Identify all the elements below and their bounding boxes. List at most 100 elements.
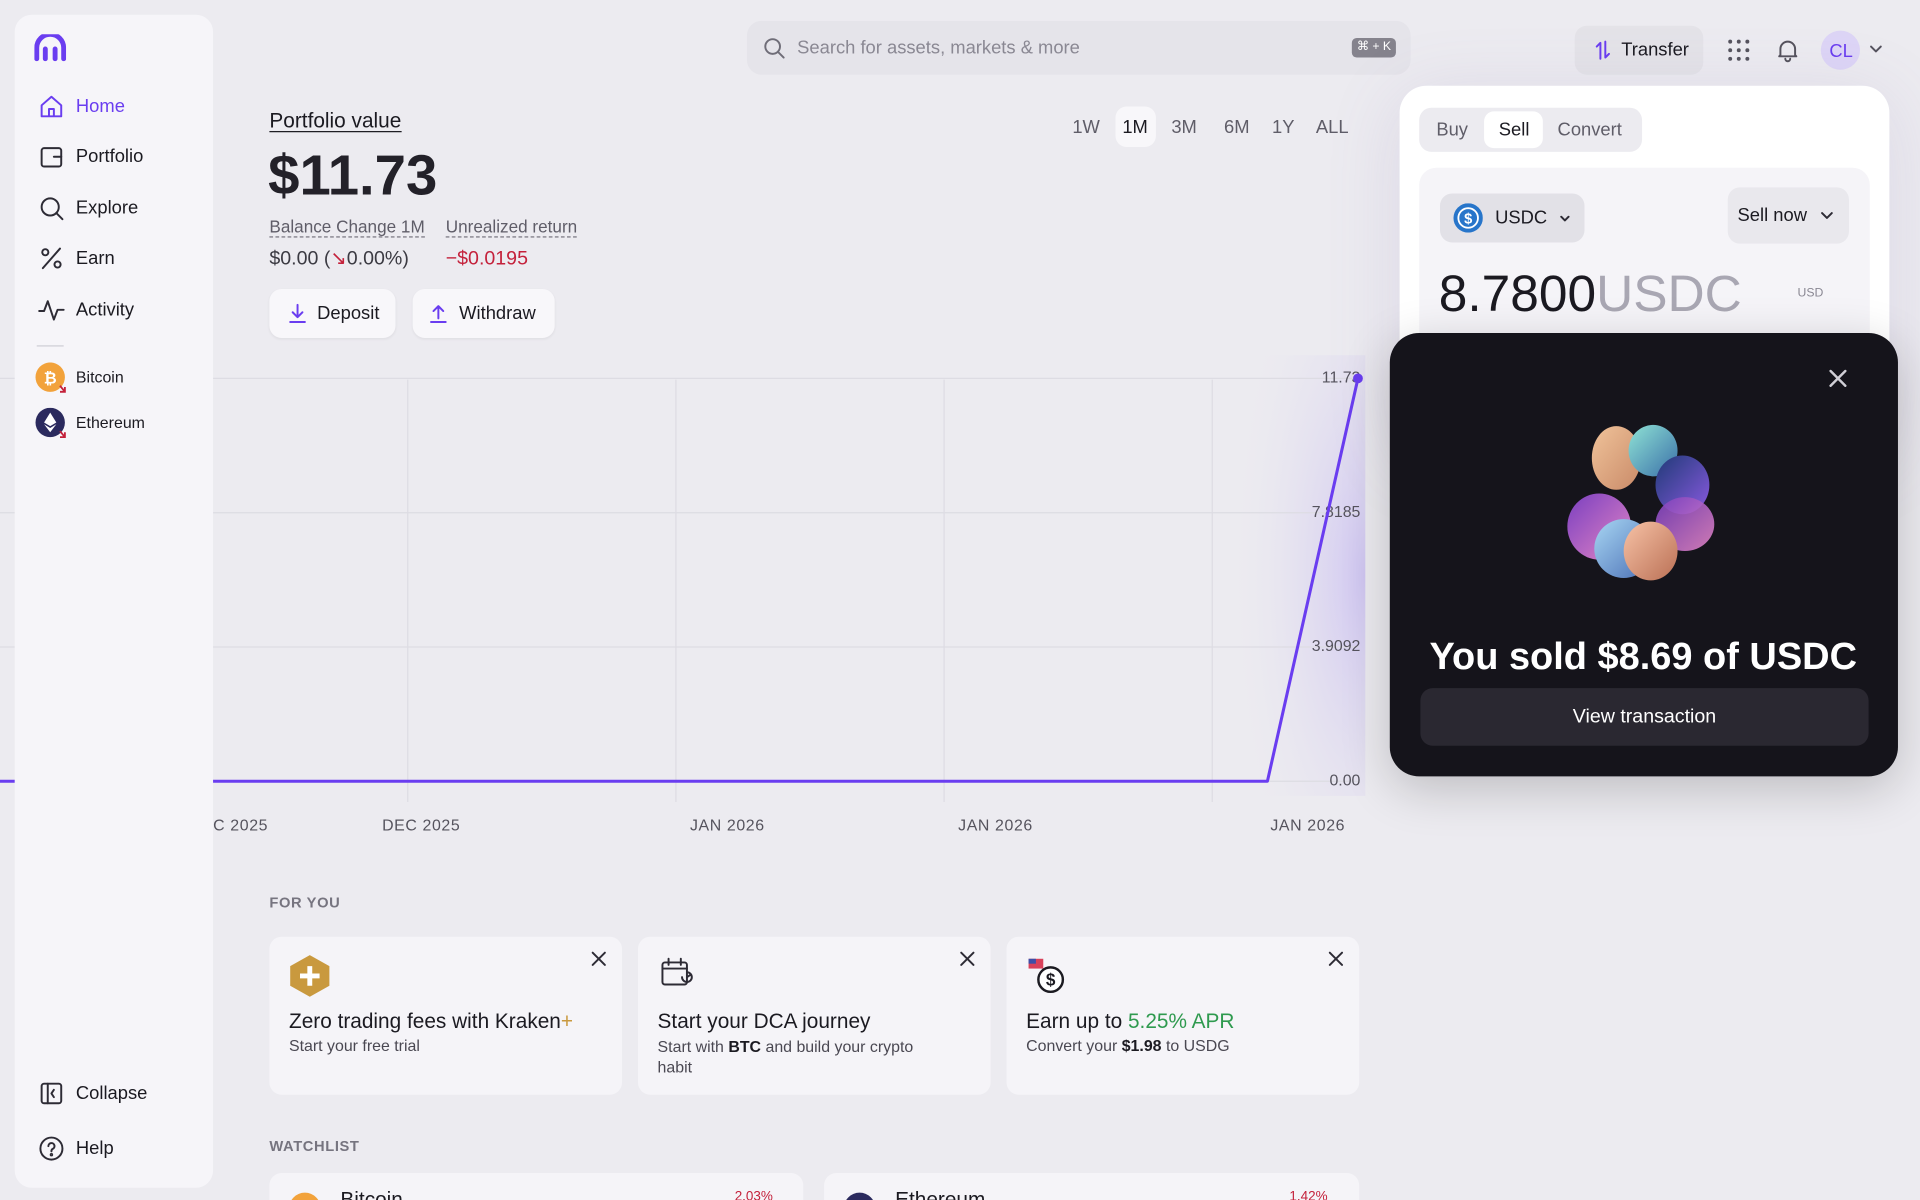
currency-toggle[interactable]: USD [1797, 286, 1824, 300]
help-button[interactable]: Help [15, 1133, 213, 1165]
amount[interactable]: 8.7800USDC [1439, 268, 1742, 319]
asset-ethereum[interactable]: Ethereum [15, 407, 213, 440]
usdc-icon: $ [1453, 203, 1483, 233]
x-tick-label: DEC 2025 [382, 818, 460, 835]
card-title-accent: + [560, 1009, 574, 1033]
promo-card[interactable]: $ Earn up to 5.25% APR Convert your $1.9… [1006, 936, 1360, 1095]
notifications-button[interactable] [1776, 38, 1800, 63]
section-title: WATCHLIST [269, 1137, 360, 1155]
card-title: Start your DCA journey [657, 1009, 871, 1033]
collapse-icon [40, 1082, 63, 1105]
balance-change-amount: $0.00 ( [269, 248, 331, 270]
amount-value: 8.7800 [1438, 264, 1597, 323]
deposit-button[interactable]: Deposit [269, 288, 396, 338]
promo-card[interactable]: Zero trading fees with Kraken+ Start you… [269, 936, 623, 1095]
chevron [1821, 212, 1833, 219]
avatar-initials: CL [1829, 41, 1853, 62]
end-point [1353, 373, 1363, 384]
avatar[interactable]: CL [1820, 30, 1860, 70]
unrealized-label: Unrealized return [445, 216, 578, 238]
range-option[interactable]: 6M [1223, 116, 1250, 138]
promo-card[interactable]: Start your DCA journey Start with BTC an… [637, 936, 991, 1095]
explore-icon [40, 197, 64, 221]
bitcoin-icon: ₿ [35, 362, 66, 393]
calendar-icon [661, 957, 693, 986]
section-title: FOR YOU [269, 893, 341, 912]
range-option[interactable]: ALL [1315, 116, 1349, 138]
help-label: Help [75, 1138, 114, 1159]
search-bar[interactable]: Search for assets, markets & more ⌘ + K [746, 20, 1411, 75]
withdraw-icon [430, 305, 447, 324]
nav-explore[interactable]: Explore [15, 192, 213, 224]
card-subtitle-text: Start with [657, 1037, 729, 1056]
transfer-button[interactable]: Transfer [1574, 25, 1704, 75]
search-icon [764, 38, 785, 59]
trade-tabs: Buy Sell Convert [1419, 107, 1643, 152]
portfolio-line [0, 378, 1360, 783]
deposit-label: Deposit [317, 303, 380, 324]
watchlist-name: Bitcoin [340, 1188, 403, 1200]
view-transaction-button[interactable]: View transaction [1420, 688, 1869, 746]
nav-label: Earn [75, 247, 115, 269]
y-tick-label: 7.8185 [1312, 504, 1361, 521]
watchlist-name: Ethereum [895, 1188, 986, 1200]
logo[interactable] [34, 34, 67, 62]
ethereum-icon [843, 1192, 876, 1200]
ethereum-icon [35, 407, 66, 439]
range-option[interactable]: 1M [1122, 116, 1148, 138]
account-menu[interactable] [1870, 45, 1882, 55]
collapse-label: Collapse [75, 1083, 148, 1104]
nav-earn[interactable]: Earn [15, 242, 213, 274]
modal-title: You sold $8.69 of USDC [1429, 634, 1858, 678]
withdraw-button[interactable]: Withdraw [412, 288, 555, 338]
card-subtitle: Start your free trial [288, 1036, 420, 1055]
tab[interactable]: Convert [1557, 119, 1622, 141]
nav-home[interactable]: Home [15, 91, 213, 123]
dismiss-button[interactable] [1328, 951, 1344, 966]
portfolio-value: $11.73 [268, 143, 438, 207]
asset-selector[interactable]: $ USDC [1440, 193, 1585, 243]
card-title: Zero trading fees with Kraken+ [289, 1011, 573, 1032]
withdraw-label: Withdraw [459, 303, 536, 324]
asset-bitcoin[interactable]: ₿ Bitcoin [15, 362, 213, 394]
chevron [1560, 215, 1570, 222]
asset-label: Bitcoin [75, 367, 124, 387]
portfolio-icon [40, 147, 63, 168]
svg-text:$: $ [1464, 211, 1472, 227]
nav-activity[interactable]: Activity [15, 294, 213, 326]
collapse-button[interactable]: Collapse [15, 1078, 213, 1110]
card-title-text: Zero trading fees with Kraken [288, 1009, 561, 1033]
card-title-text: Earn up to [1026, 1009, 1128, 1033]
apps-button[interactable] [1728, 39, 1750, 61]
tab[interactable]: Sell [1498, 119, 1530, 141]
bitcoin-icon [288, 1192, 321, 1200]
card-subtitle-text: and build your crypto habit [657, 1037, 914, 1077]
card-subtitle-text: Convert your [1026, 1036, 1122, 1055]
range-option[interactable]: 3M [1171, 116, 1197, 138]
transfer-label: Transfer [1621, 39, 1689, 61]
balance-change-value: $0.00 (↘0.00%) [269, 248, 408, 270]
tab[interactable]: Buy [1436, 119, 1468, 141]
dismiss-button[interactable] [960, 951, 975, 966]
close-button[interactable] [1828, 369, 1848, 389]
svg-text:$: $ [1046, 970, 1056, 990]
nav-portfolio[interactable]: Portfolio [15, 141, 213, 173]
range-option[interactable]: 1Y [1272, 116, 1295, 138]
order-type-selector[interactable]: Sell now [1727, 187, 1849, 244]
svg-text:₿: ₿ [44, 369, 57, 387]
watchlist-card[interactable]: Bitcoin 2.03% [269, 1173, 804, 1200]
coins-illustration [1567, 424, 1715, 581]
dismiss-button[interactable] [591, 951, 606, 966]
transfer-icon [1595, 40, 1610, 60]
x-tick-label: JAN 2026 [690, 818, 765, 835]
nav-label: Activity [75, 299, 135, 321]
card-subtitle: Convert your $1.98 to USDG [1026, 1038, 1230, 1054]
y-tick-label: 3.9092 [1312, 638, 1361, 655]
button-label: View transaction [1572, 706, 1717, 728]
watchlist-card[interactable]: Ethereum 1.42% [824, 1173, 1360, 1200]
range-option[interactable]: 1W [1072, 116, 1100, 138]
